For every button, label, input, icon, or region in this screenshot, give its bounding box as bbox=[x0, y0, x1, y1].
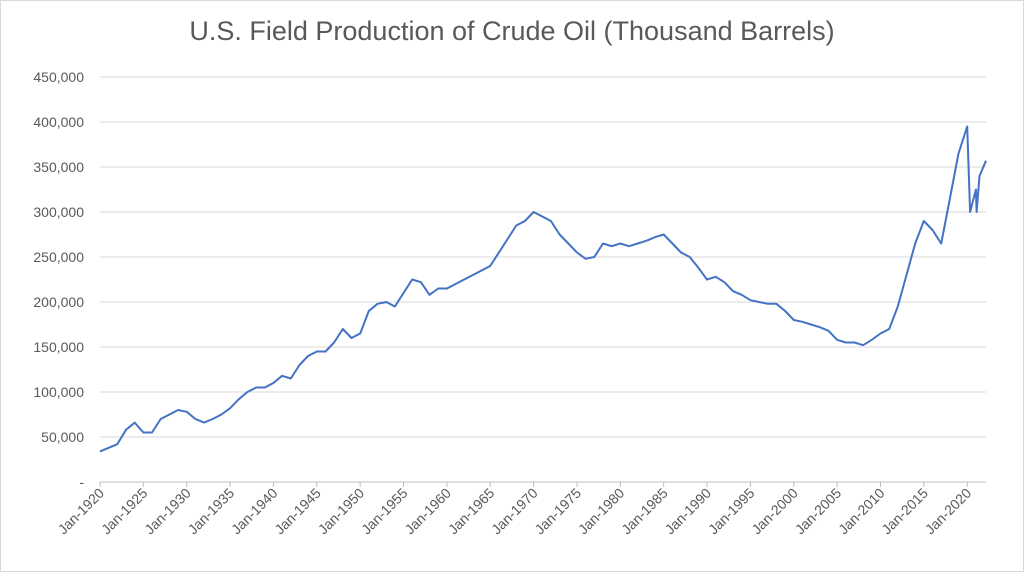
x-tick-label: Jan-1995 bbox=[705, 485, 758, 538]
x-tick-label: Jan-2005 bbox=[792, 485, 845, 538]
x-tick-label: Jan-1955 bbox=[358, 485, 411, 538]
x-tick-label: Jan-1975 bbox=[531, 485, 584, 538]
x-tick-label: Jan-1960 bbox=[401, 485, 454, 538]
series-line bbox=[99, 125, 987, 453]
y-tick-label: 150,000 bbox=[33, 339, 84, 355]
x-tick-label: Jan-1935 bbox=[185, 485, 238, 538]
x-tick-label: Jan-2000 bbox=[748, 485, 801, 538]
y-tick-label: 300,000 bbox=[33, 204, 84, 220]
x-tick-label: Jan-1940 bbox=[228, 485, 281, 538]
axes bbox=[99, 481, 986, 487]
x-tick-label: Jan-1925 bbox=[98, 485, 151, 538]
x-tick-label: Jan-1980 bbox=[575, 485, 628, 538]
y-tick-label: 100,000 bbox=[33, 384, 84, 400]
series-layer bbox=[99, 125, 987, 453]
y-tick-label: 200,000 bbox=[33, 294, 84, 310]
x-tick-label: Jan-1970 bbox=[488, 485, 541, 538]
y-tick-label: 250,000 bbox=[33, 249, 84, 265]
x-tick-label: Jan-1930 bbox=[141, 485, 194, 538]
y-tick-label: 50,000 bbox=[41, 429, 84, 445]
x-tick-label: Jan-2015 bbox=[878, 485, 931, 538]
x-tick-label: Jan-1990 bbox=[662, 485, 715, 538]
x-tick-label: Jan-1920 bbox=[55, 485, 108, 538]
gridlines bbox=[100, 76, 986, 438]
y-tick-label: 400,000 bbox=[33, 114, 84, 130]
y-tick-label: 450,000 bbox=[33, 69, 84, 85]
tick-labels: - 50,000 100,000 150,000 200,000 250,000 300,0… bbox=[33, 69, 974, 537]
x-tick-label: Jan-1985 bbox=[618, 485, 671, 538]
x-tick-label: Jan-2010 bbox=[835, 485, 888, 538]
x-tick-label: Jan-1950 bbox=[315, 485, 368, 538]
chart-title: U.S. Field Production of Crude Oil (Thou… bbox=[189, 16, 835, 46]
y-tick-label: 350,000 bbox=[33, 159, 84, 175]
x-tick-label: Jan-1945 bbox=[271, 485, 324, 538]
x-tick-label: Jan-2020 bbox=[922, 485, 975, 538]
x-tick-label: Jan-1965 bbox=[445, 485, 498, 538]
y-tick-label: - bbox=[79, 474, 84, 490]
